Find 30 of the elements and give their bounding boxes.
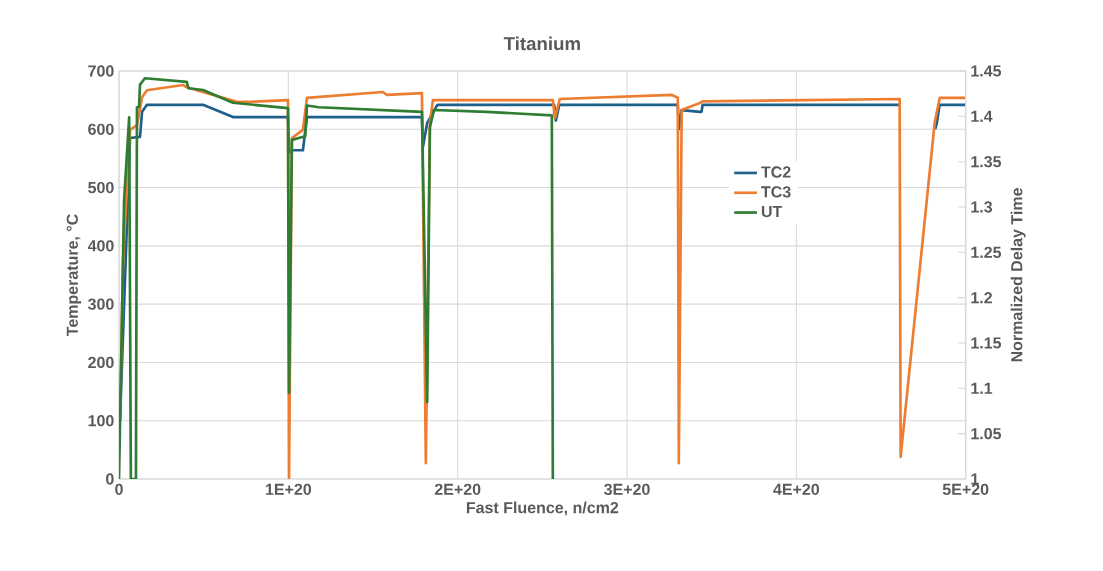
x-tick-label: 5E+20	[942, 483, 989, 496]
chart-title: Titanium	[503, 36, 580, 51]
y2-tick-label: 1.45	[971, 65, 1002, 77]
y-tick-label: 0	[106, 473, 114, 485]
y-tick-label: 600	[88, 123, 114, 135]
x-tick-label: 3E+20	[604, 483, 650, 496]
y2-tick-label: 1.1	[971, 382, 993, 394]
y2-tick-label: 1.4	[971, 110, 993, 122]
y-tick-label: 700	[88, 65, 114, 77]
y2-tick-label: 1.05	[971, 427, 1002, 440]
x-tick-label: 4E+20	[773, 483, 820, 496]
y-tick-label: 200	[88, 356, 114, 369]
x-tick-label: 0	[115, 483, 123, 496]
x-axis-title: Fast Fluence, n/cm2	[466, 501, 619, 516]
y-axis-title: Temperature, °C	[66, 214, 82, 337]
y2-tick-label: 1.35	[971, 155, 1002, 168]
y2-axis-title: Normalized Delay Time	[1010, 188, 1026, 362]
x-tick-label: 1E+20	[265, 483, 312, 496]
legend-label: TC3	[761, 186, 791, 198]
legend-label: TC2	[761, 166, 791, 178]
legend-label: UT	[761, 206, 783, 218]
y2-tick-label: 1.3	[971, 201, 993, 213]
y2-tick-label: 1.25	[971, 246, 1002, 258]
y2-tick-label: 1.2	[971, 292, 992, 304]
y-tick-label: 500	[88, 181, 114, 194]
x-tick-label: 2E+20	[434, 483, 481, 496]
y-tick-label: 400	[87, 240, 114, 252]
y-tick-label: 300	[87, 298, 114, 310]
y2-tick-label: 1.15	[971, 337, 1002, 349]
y-tick-label: 100	[88, 415, 114, 427]
